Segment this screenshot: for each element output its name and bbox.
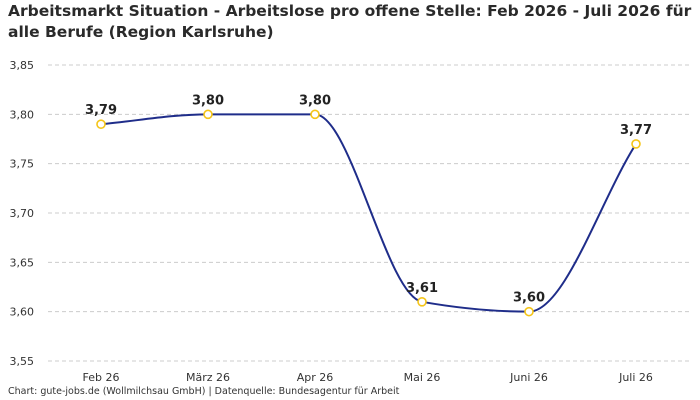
data-point-marker xyxy=(524,306,534,317)
data-value-label: 3,79 xyxy=(85,103,117,118)
data-point-marker xyxy=(417,296,427,307)
y-tick-label: 3,75 xyxy=(10,158,35,171)
y-tick-label: 3,85 xyxy=(10,59,35,72)
data-value-label: 3,77 xyxy=(620,123,652,138)
data-value-label: 3,80 xyxy=(299,93,331,108)
y-tick-label: 3,80 xyxy=(10,108,35,121)
x-tick-label: März 26 xyxy=(186,371,230,384)
data-point-marker xyxy=(631,139,641,149)
data-point-marker xyxy=(203,109,213,120)
source-note: Chart: gute-jobs.de (Wollmilchsau GmbH) … xyxy=(8,386,400,397)
x-tick-label: Mai 26 xyxy=(404,371,441,384)
x-tick-label: Juni 26 xyxy=(509,371,548,384)
data-point-marker xyxy=(310,109,320,120)
data-point-marker xyxy=(96,119,106,129)
x-tick-label: Juli 26 xyxy=(618,371,653,384)
y-axis-ticks: 3,55 3,60 3,65 3,70 3,75 3,80 3,85 xyxy=(10,59,35,368)
data-label-layer: 3,79 3,80 3,80 3,61 3,60 3,77 xyxy=(85,93,652,305)
data-value-label: 3,61 xyxy=(406,281,438,296)
y-tick-label: 3,65 xyxy=(10,256,35,269)
chart-title: Arbeitsmarkt Situation - Arbeitslose pro… xyxy=(8,2,692,41)
y-tick-label: 3,60 xyxy=(10,306,35,319)
x-tick-label: Apr 26 xyxy=(297,371,334,384)
marker-layer xyxy=(96,109,641,317)
x-axis-ticks: Feb 26 März 26 Apr 26 Mai 26 Juni 26 Juli 26 xyxy=(83,371,653,384)
grid-layer xyxy=(48,64,692,362)
y-tick-label: 3,55 xyxy=(10,355,35,368)
x-tick-label: Feb 26 xyxy=(83,371,120,384)
data-value-label: 3,60 xyxy=(513,291,545,306)
y-tick-label: 3,70 xyxy=(10,207,35,220)
data-value-label: 3,80 xyxy=(192,93,224,108)
